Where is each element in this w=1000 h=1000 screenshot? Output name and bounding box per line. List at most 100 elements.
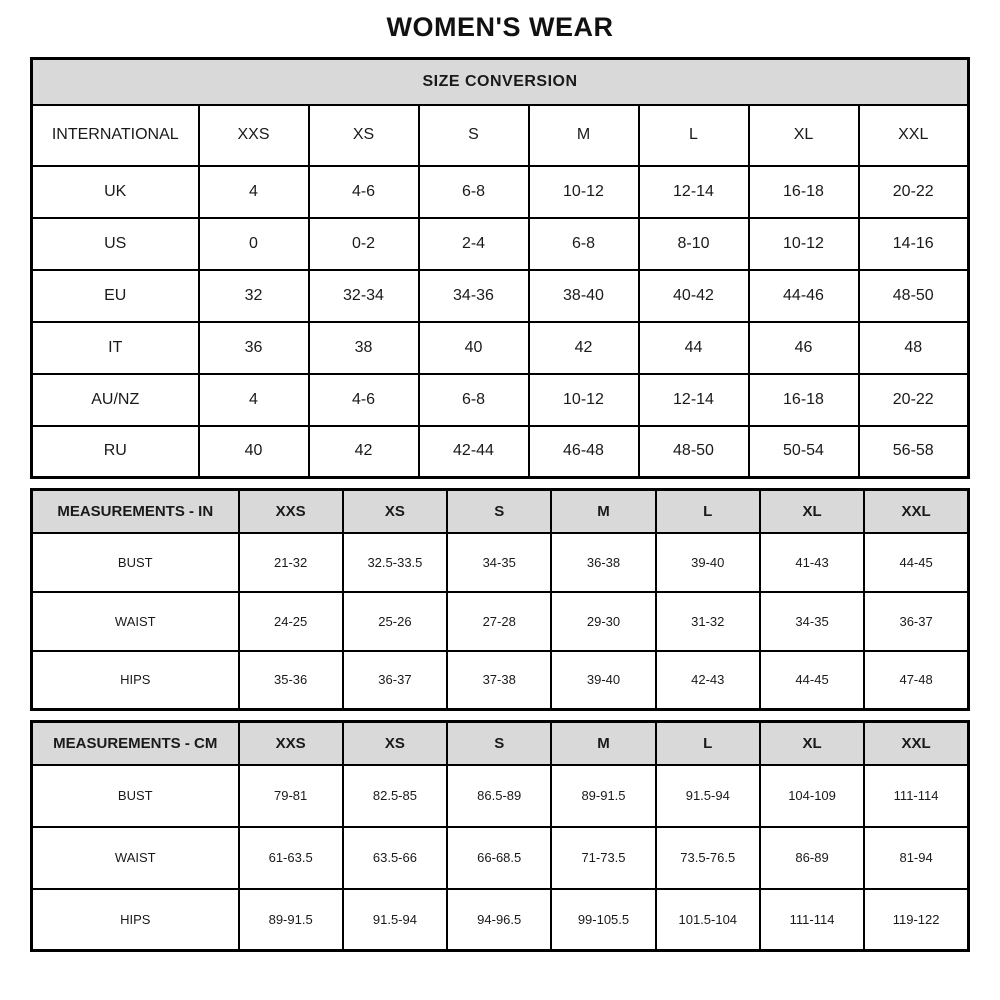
table-cell: 32.5-33.5 (341, 531, 449, 593)
table-cell: 36-38 (550, 531, 657, 593)
table-cell: 27-28 (446, 590, 553, 652)
table-cell: 34-35 (758, 590, 866, 652)
column-header: S (446, 720, 553, 766)
table-cell: 6-8 (417, 164, 530, 219)
table-row: US 0 0-2 2-4 6-8 8-10 10-12 14-16 (30, 216, 970, 271)
table-cell: 86.5-89 (446, 763, 553, 828)
column-header: MEASUREMENTS - IN (30, 488, 240, 534)
table-cell: 40 (417, 320, 530, 375)
table-row: HIPS 35-36 36-37 37-38 39-40 42-43 44-45… (30, 649, 970, 711)
table-cell: 44-46 (747, 268, 860, 323)
table-row: HIPS 89-91.5 91.5-94 94-96.5 99-105.5 10… (30, 887, 970, 952)
table-cell: 61-63.5 (237, 825, 344, 890)
table-spacer (30, 711, 970, 720)
column-header: MEASUREMENTS - CM (30, 720, 240, 766)
table-cell: 91.5-94 (341, 887, 449, 952)
table-cell: 39-40 (654, 531, 761, 593)
table-cell: 91.5-94 (654, 763, 761, 828)
table-header-row: INTERNATIONAL XXS XS S M L XL XXL (30, 103, 970, 167)
row-label: BUST (30, 531, 240, 593)
table-cell: 0 (197, 216, 310, 271)
table-cell: 42-44 (417, 424, 530, 479)
table-cell: 50-54 (747, 424, 860, 479)
column-header: S (417, 103, 530, 167)
table-cell: 16-18 (747, 164, 860, 219)
table-cell: 41-43 (758, 531, 866, 593)
table-cell: 47-48 (863, 649, 970, 711)
table-cell: 36-37 (863, 590, 970, 652)
table-cell: 81-94 (863, 825, 970, 890)
table-cell: 56-58 (857, 424, 970, 479)
table-cell: 42-43 (654, 649, 761, 711)
table-cell: 36 (197, 320, 310, 375)
table-row: WAIST 24-25 25-26 27-28 29-30 31-32 34-3… (30, 590, 970, 652)
table-cell: 63.5-66 (341, 825, 449, 890)
table-cell: 12-14 (637, 164, 750, 219)
table-cell: 66-68.5 (446, 825, 553, 890)
table-cell: 111-114 (863, 763, 970, 828)
table-cell: 35-36 (237, 649, 344, 711)
table-row: BUST 79-81 82.5-85 86.5-89 89-91.5 91.5-… (30, 763, 970, 828)
table-cell: 0-2 (307, 216, 420, 271)
table-row: IT 36 38 40 42 44 46 48 (30, 320, 970, 375)
column-header: L (654, 720, 761, 766)
column-header: M (550, 488, 657, 534)
table-row: AU/NZ 4 4-6 6-8 10-12 12-14 16-18 20-22 (30, 372, 970, 427)
row-label: UK (30, 164, 200, 219)
table-cell: 25-26 (341, 590, 449, 652)
table-cell: 89-91.5 (237, 887, 344, 952)
table-cell: 40-42 (637, 268, 750, 323)
table-cell: 32 (197, 268, 310, 323)
table-cell: 12-14 (637, 372, 750, 427)
row-label: WAIST (30, 590, 240, 652)
table-cell: 10-12 (747, 216, 860, 271)
table-cell: 8-10 (637, 216, 750, 271)
column-header: INTERNATIONAL (30, 103, 200, 167)
table-row: WAIST 61-63.5 63.5-66 66-68.5 71-73.5 73… (30, 825, 970, 890)
table-cell: 48-50 (637, 424, 750, 479)
table-cell: 38 (307, 320, 420, 375)
column-header: XXS (197, 103, 310, 167)
table-cell: 29-30 (550, 590, 657, 652)
table-cell: 21-32 (237, 531, 344, 593)
table-cell: 82.5-85 (341, 763, 449, 828)
table-cell: 86-89 (758, 825, 866, 890)
table-cell: 36-37 (341, 649, 449, 711)
column-header: S (446, 488, 553, 534)
table-row: UK 4 4-6 6-8 10-12 12-14 16-18 20-22 (30, 164, 970, 219)
column-header: XXS (237, 720, 344, 766)
table-cell: 37-38 (446, 649, 553, 711)
table-cell: 16-18 (747, 372, 860, 427)
table-cell: 4 (197, 372, 310, 427)
table-cell: 71-73.5 (550, 825, 657, 890)
column-header: XXS (237, 488, 344, 534)
table-cell: 4-6 (307, 164, 420, 219)
row-label: HIPS (30, 649, 240, 711)
table-cell: 94-96.5 (446, 887, 553, 952)
table-cell: 79-81 (237, 763, 344, 828)
table-row: RU 40 42 42-44 46-48 48-50 50-54 56-58 (30, 424, 970, 479)
row-label: WAIST (30, 825, 240, 890)
row-label: US (30, 216, 200, 271)
table-cell: 101.5-104 (654, 887, 761, 952)
table-cell: 38-40 (527, 268, 640, 323)
column-header: L (637, 103, 750, 167)
size-conversion-table: SIZE CONVERSION INTERNATIONAL XXS XS S M… (30, 57, 970, 479)
page-title: WOMEN'S WEAR (386, 12, 614, 42)
table-cell: 46 (747, 320, 860, 375)
row-label: BUST (30, 763, 240, 828)
table-cell: 104-109 (758, 763, 866, 828)
table-spacer (30, 479, 970, 488)
table-cell: 46-48 (527, 424, 640, 479)
table-cell: 14-16 (857, 216, 970, 271)
table-cell: 6-8 (527, 216, 640, 271)
column-header: L (654, 488, 761, 534)
table-cell: 42 (527, 320, 640, 375)
column-header: XL (747, 103, 860, 167)
table-cell: 44 (637, 320, 750, 375)
column-header: XXL (863, 720, 970, 766)
table-header-row: MEASUREMENTS - CM XXS XS S M L XL XXL (30, 720, 970, 766)
column-header: XXL (863, 488, 970, 534)
row-label: AU/NZ (30, 372, 200, 427)
